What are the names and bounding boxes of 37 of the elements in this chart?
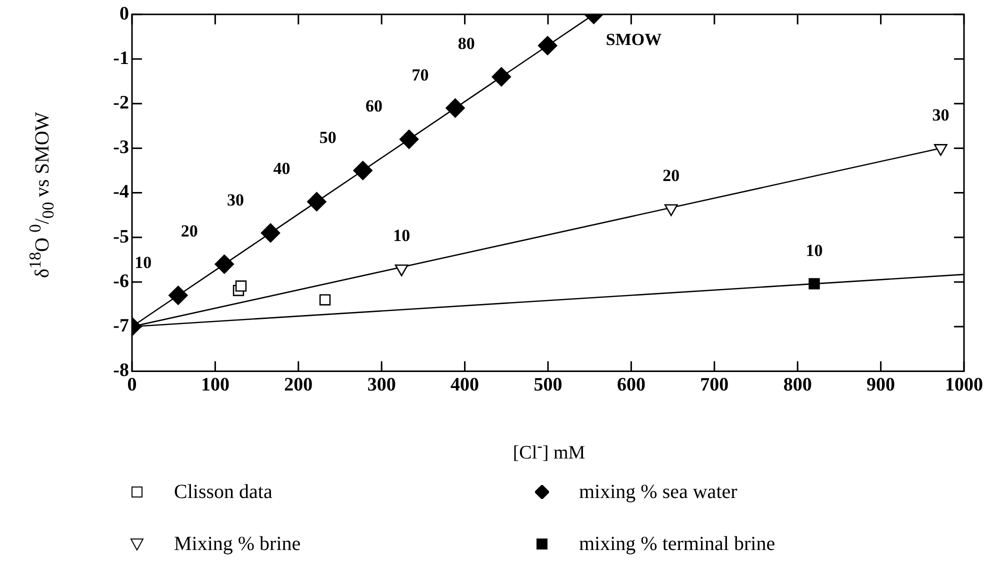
legend-label: Mixing % brine: [174, 532, 301, 556]
y-tick-label: -4: [113, 182, 130, 203]
annotation: 40: [273, 159, 290, 178]
x-tick-label: 200: [284, 374, 313, 396]
annotation: 70: [412, 65, 429, 84]
annotation: 10: [393, 226, 410, 246]
x-tick-label: 300: [367, 374, 396, 396]
x-axis-title: [Cl$^{-}$] mM: [512, 438, 586, 464]
annotation: SMOW: [606, 30, 662, 49]
x-tick-label: 100: [200, 374, 230, 396]
y-tick-label: -3: [113, 137, 129, 158]
x-tick-label: 600: [616, 374, 646, 396]
annotation: 10: [134, 252, 152, 272]
annotation: 80: [458, 34, 475, 54]
y-tick-label: -8: [113, 360, 129, 382]
annotation: 50: [319, 128, 336, 147]
legend-label: Clisson data: [174, 480, 272, 504]
x-tick-label: 500: [534, 374, 562, 396]
y-tick-label: -2: [113, 92, 129, 114]
y-tick-label: -6: [113, 270, 129, 292]
y-tick-label: -5: [113, 226, 129, 248]
y-tick-label: -7: [113, 316, 130, 337]
legend-label: mixing % terminal brine: [579, 532, 776, 556]
annotation: 10: [806, 241, 823, 260]
annotation: 30: [932, 106, 950, 125]
annotation: 60: [366, 96, 383, 116]
legend-label: mixing % sea water: [579, 480, 738, 504]
x-tick-label: 400: [450, 374, 480, 396]
y-tick-label: -1: [113, 48, 129, 69]
x-tick-label: 1000: [945, 374, 983, 396]
annotation: 20: [180, 222, 198, 241]
x-tick-label: 900: [866, 374, 896, 396]
annotation: 30: [227, 190, 244, 210]
x-tick-label: 800: [783, 374, 812, 396]
y-tick-label: 0: [120, 3, 129, 24]
x-tick-label: 700: [700, 374, 729, 396]
annotation: 20: [662, 166, 680, 185]
